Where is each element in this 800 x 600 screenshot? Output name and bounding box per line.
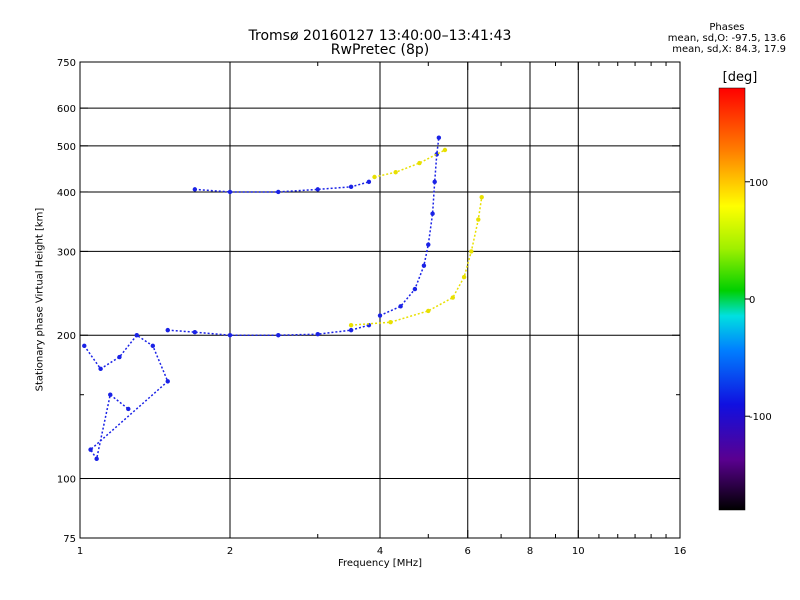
colorbar (718, 87, 746, 511)
echo-point (398, 304, 403, 309)
echo-point (94, 456, 99, 462)
trace-group (192, 179, 372, 195)
x-tick-label: 2 (227, 546, 233, 557)
colorbar-tick-label: 0 (749, 295, 755, 306)
echo-point (432, 179, 437, 185)
echo-point (227, 333, 233, 338)
echo-point (98, 366, 103, 372)
trace-line (379, 137, 440, 317)
echo-point (430, 211, 435, 216)
trace-line (167, 324, 370, 336)
echo-point (134, 333, 139, 338)
echo-point (366, 179, 372, 185)
echo-point (442, 147, 448, 153)
colorbar-tick-label: -100 (749, 412, 772, 423)
axis-ticks: 1 2 4 6 8 10 16 75 100 200 300 400 500 600 750 (57, 58, 686, 557)
echo-point (469, 249, 474, 254)
x-tick-label: 8 (527, 546, 533, 557)
echo-point (150, 343, 156, 349)
phase-o-stats: mean, sd,O: -97.5, 13.6 (667, 33, 786, 44)
echo-point (192, 329, 198, 335)
y-tick-label: 300 (57, 247, 76, 258)
echo-point (450, 295, 456, 300)
y-tick-label: 400 (57, 188, 76, 199)
trace-line (83, 334, 169, 461)
echo-point (479, 194, 484, 200)
x-tick-label: 6 (465, 546, 471, 557)
echo-point (461, 274, 467, 280)
echo-point (412, 286, 418, 292)
echo-point (315, 187, 320, 192)
x-tick-label: 10 (572, 546, 585, 557)
grid-lines (80, 62, 680, 538)
y-axis-label: Stationary phase Virtual Height [km] (34, 207, 46, 392)
echo-point (476, 217, 481, 222)
echo-point (426, 242, 431, 247)
y-tick-label: 200 (57, 331, 76, 342)
echo-point (165, 379, 170, 384)
x-axis-label: Frequency [MHz] (337, 558, 423, 569)
echo-point (276, 189, 281, 195)
echo-point (348, 327, 354, 333)
trace-line (374, 149, 446, 178)
echo-point (421, 263, 427, 268)
trace-group (165, 322, 372, 338)
echo-point (276, 333, 281, 338)
echo-point (372, 174, 377, 180)
y-tick-label: 100 (57, 475, 76, 486)
x-tick-label: 4 (377, 546, 383, 557)
echo-point (88, 447, 93, 452)
trace-line (194, 181, 370, 193)
echo-point (108, 392, 113, 397)
echo-point (126, 406, 131, 412)
y-tick-label: 500 (57, 142, 76, 153)
x-tick-label: 1 (77, 546, 83, 557)
echo-point (192, 187, 198, 192)
x-tick-label: 16 (674, 546, 687, 557)
echo-point (426, 308, 431, 314)
echo-point (315, 332, 320, 337)
echo-point (436, 135, 442, 140)
chart-title: Tromsø 20160127 13:40:00–13:41:43 (248, 28, 512, 44)
echo-point (117, 354, 122, 360)
echo-point (165, 327, 170, 333)
echo-point (348, 322, 354, 328)
echo-point (393, 170, 398, 175)
echo-point (82, 343, 87, 349)
phase-x-stats: mean, sd,X: 84.3, 17.9 (672, 44, 786, 55)
echo-point (377, 313, 383, 318)
trace-group (348, 194, 484, 328)
y-tick-label: 75 (63, 534, 76, 545)
trace-group (82, 333, 170, 462)
trace-line (351, 197, 483, 326)
phase-stats: Phases mean, sd,O: -97.5, 13.6 mean, sd,… (668, 22, 786, 55)
phase-heading: Phases (709, 22, 745, 33)
y-tick-label: 750 (57, 58, 76, 69)
echo-traces (82, 135, 484, 462)
chart-subtitle: RwPretec (8p) (330, 42, 430, 58)
trace-group (372, 147, 448, 180)
echo-point (227, 189, 233, 195)
colorbar-tick-label: 100 (749, 178, 768, 189)
y-tick-label: 600 (57, 104, 76, 115)
echo-point (388, 320, 393, 325)
trace-group (377, 135, 442, 318)
echo-point (417, 160, 422, 166)
echo-point (348, 184, 354, 190)
colorbar-ticks: 100 0 -100 (745, 178, 772, 423)
colorbar-unit-label: [deg] (722, 70, 758, 85)
